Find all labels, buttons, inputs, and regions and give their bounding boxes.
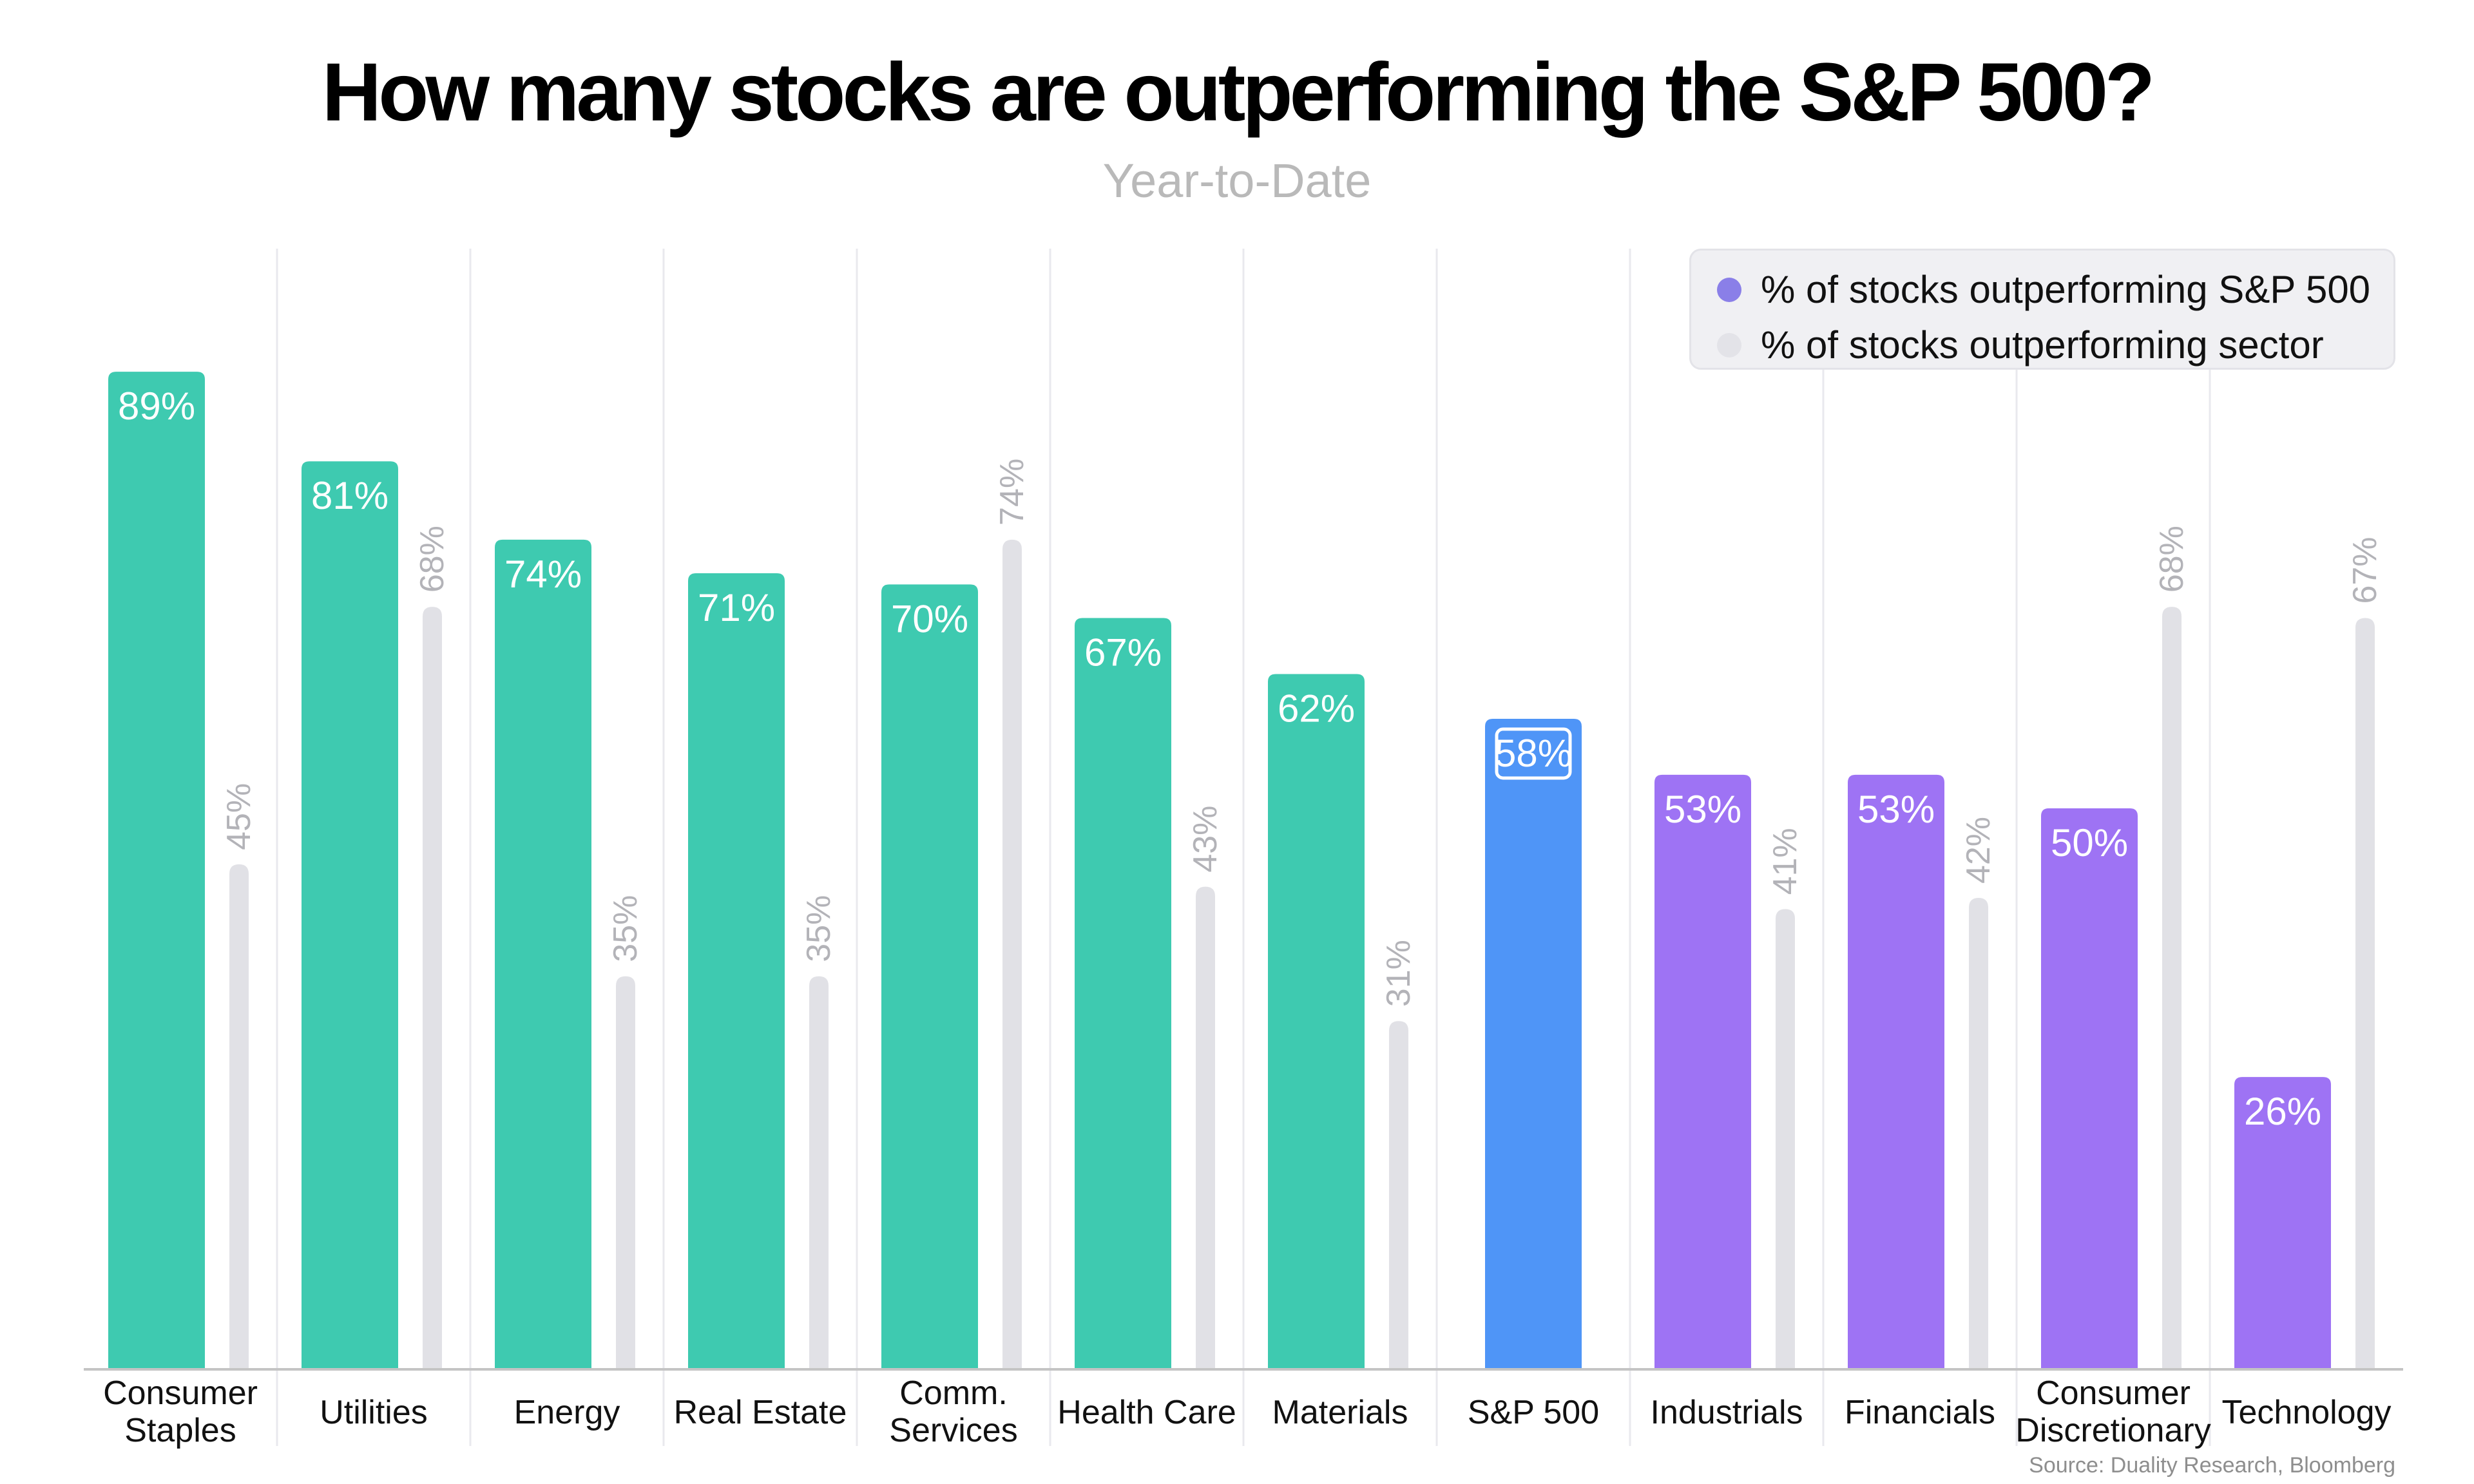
chart-legend: % of stocks outperforming S&P 500 % of s… — [1689, 249, 2395, 370]
bar-primary — [1654, 774, 1751, 1368]
x-tick-label: Discretionary — [2015, 1412, 2210, 1449]
bar-secondary — [423, 607, 442, 1369]
bar-secondary — [1196, 886, 1215, 1368]
bar-primary — [1268, 674, 1365, 1368]
x-tick-label: Financials — [1845, 1394, 1995, 1431]
bar-secondary — [1776, 909, 1795, 1368]
bar-secondary — [1389, 1021, 1408, 1368]
x-tick-label: Consumer — [2036, 1375, 2191, 1412]
data-label-secondary: 41% — [1767, 828, 1804, 895]
bar-primary — [1075, 618, 1171, 1368]
data-label-secondary: 45% — [220, 783, 258, 850]
bar-primary — [302, 461, 398, 1368]
data-label-primary: 71% — [698, 586, 775, 629]
chart-title: How many stocks are outperforming the S&… — [321, 46, 2155, 138]
legend-label-primary: % of stocks outperforming S&P 500 — [1761, 268, 2371, 311]
bar-secondary — [2162, 607, 2182, 1369]
legend-swatch-secondary — [1717, 332, 1741, 357]
data-label-primary: 26% — [2244, 1090, 2321, 1133]
x-tick-label: Staples — [124, 1412, 236, 1449]
data-label-secondary: 35% — [607, 895, 644, 962]
x-tick-label: Consumer — [103, 1375, 258, 1412]
data-label-primary: 50% — [2051, 821, 2128, 864]
bar-secondary — [1002, 539, 1022, 1368]
legend-item-secondary: % of stocks outperforming sector — [1717, 323, 2324, 367]
bar-primary — [688, 573, 785, 1368]
bar-primary — [1485, 718, 1582, 1368]
data-label-secondary: 43% — [1187, 806, 1224, 873]
data-label-secondary: 68% — [414, 526, 451, 593]
data-label-primary: 81% — [311, 474, 388, 517]
x-tick-label: Utilities — [320, 1394, 428, 1431]
x-tick-label: S&P 500 — [1468, 1394, 1599, 1431]
bar-primary — [495, 539, 591, 1368]
data-label-primary: 53% — [1664, 788, 1741, 831]
data-label-primary: 67% — [1084, 631, 1162, 674]
source-note: Source: Duality Research, Bloomberg — [2029, 1453, 2395, 1478]
legend-item-primary: % of stocks outperforming S&P 500 — [1717, 267, 2370, 312]
x-tick-label: Health Care — [1057, 1394, 1236, 1431]
legend-swatch-primary — [1717, 277, 1741, 302]
data-label-secondary: 68% — [2153, 526, 2191, 593]
bar-secondary — [616, 976, 635, 1368]
bar-primary — [881, 584, 978, 1368]
x-tick-label: Technology — [2221, 1394, 2391, 1431]
x-tick-label: Energy — [514, 1394, 620, 1431]
bar-secondary — [1969, 898, 1988, 1368]
data-label-primary: 74% — [504, 553, 582, 596]
data-label-primary: 70% — [891, 597, 968, 640]
data-label-primary: 89% — [118, 385, 195, 428]
bar-secondary — [2355, 618, 2375, 1368]
data-label-secondary: 74% — [993, 459, 1031, 526]
data-label-secondary: 67% — [2346, 537, 2384, 604]
bar-highlight-frame — [1495, 727, 1572, 780]
data-label-secondary: 42% — [1960, 817, 1997, 884]
data-label-primary: 62% — [1278, 687, 1355, 730]
data-label-secondary: 35% — [800, 895, 838, 962]
bar-primary — [2041, 808, 2138, 1368]
data-label-primary: 53% — [1857, 788, 1935, 831]
bar-secondary — [809, 976, 829, 1368]
bar-primary — [108, 372, 205, 1369]
data-label-secondary: 31% — [1380, 940, 1417, 1007]
bar-primary — [2234, 1077, 2331, 1368]
legend-label-secondary: % of stocks outperforming sector — [1761, 323, 2324, 366]
chart-subtitle: Year-to-Date — [1102, 154, 1372, 207]
x-tick-label: Real Estate — [674, 1394, 847, 1431]
x-tick-label: Comm. — [899, 1375, 1008, 1412]
bar-primary — [1848, 774, 1944, 1368]
x-tick-label: Materials — [1272, 1394, 1408, 1431]
x-tick-label: Industrials — [1651, 1394, 1803, 1431]
data-label-primary: 58% — [1495, 732, 1572, 775]
x-tick-label: Services — [889, 1412, 1017, 1449]
bar-secondary — [229, 864, 249, 1368]
